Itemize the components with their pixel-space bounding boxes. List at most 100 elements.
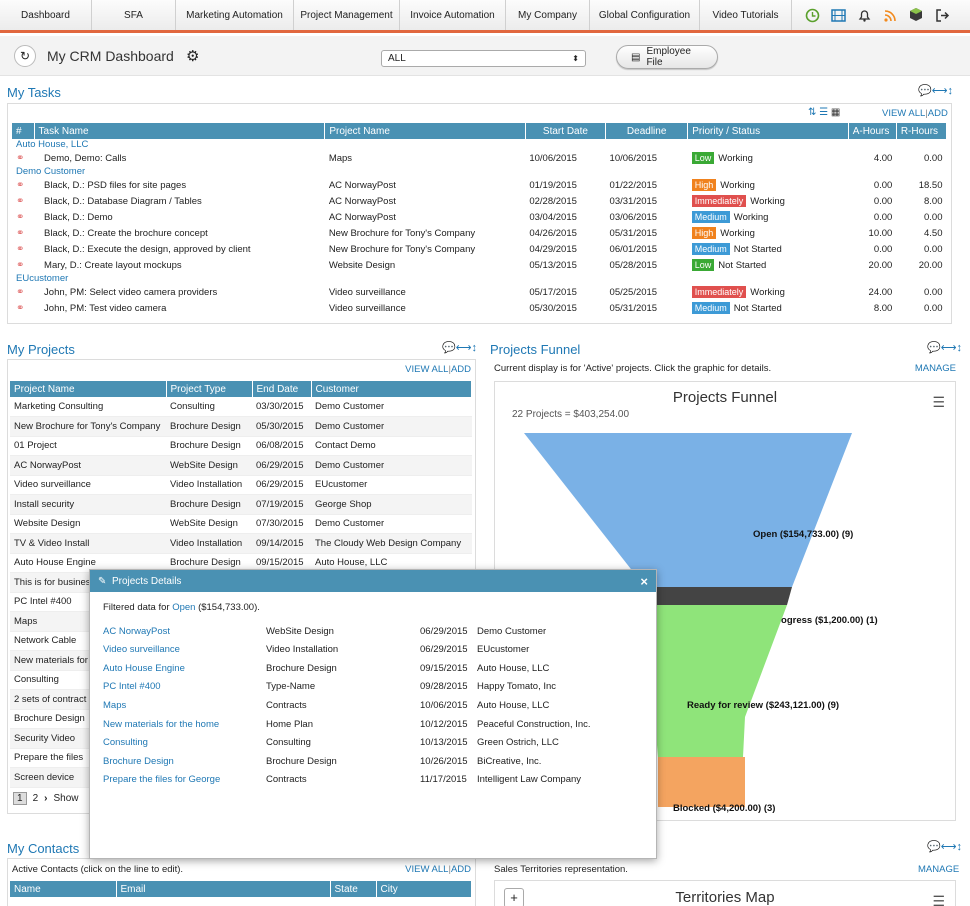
tasks-column-header[interactable]: A-Hours — [848, 123, 897, 139]
cube-logo-icon[interactable] — [908, 7, 924, 23]
bell-icon[interactable] — [856, 7, 872, 23]
funnel-segment-ready-for-review[interactable] — [647, 605, 787, 757]
task-name[interactable]: Black, D.: Create the brochure concept — [44, 227, 208, 239]
task-name[interactable]: Mary, D.: Create layout mockups — [44, 259, 182, 271]
task-row[interactable]: ⚭ John, PM: Test video camera Video survei… — [12, 300, 947, 316]
territories-widget-controls[interactable]: 💬⟷↕ — [927, 840, 962, 853]
tasks-column-header[interactable]: Start Date — [525, 123, 607, 139]
projects-column-header[interactable]: End Date — [252, 381, 312, 397]
projects-add-link[interactable]: ADD — [450, 364, 471, 375]
detail-project-name[interactable]: AC NorwayPost — [103, 625, 171, 637]
detail-project-name[interactable]: Brochure Design — [103, 755, 174, 767]
tasks-view-all-link[interactable]: VIEW ALL — [882, 108, 926, 119]
funnel-chart-frame[interactable]: Projects Funnel 22 Projects = $403,254.0… — [494, 381, 956, 821]
project-row[interactable]: Install security Brochure Design 07/19/201… — [10, 494, 472, 515]
film-icon[interactable] — [830, 7, 846, 23]
funnel-manage-link[interactable]: MANAGE — [914, 363, 956, 374]
projects-widget-controls[interactable]: 💬⟷↕ — [442, 341, 477, 354]
project-row[interactable]: New Brochure for Tony's Company Brochure … — [10, 416, 472, 437]
task-name[interactable]: Demo, Demo: Calls — [44, 152, 127, 164]
task-sort-tools[interactable]: ⇅ ☰ ▦ — [808, 107, 840, 118]
projects-view-all-link[interactable]: VIEW ALL — [405, 364, 449, 375]
detail-project-name[interactable]: Prepare the files for George — [103, 774, 221, 786]
link-icon[interactable]: ⚭ — [16, 243, 25, 255]
chart-menu-icon[interactable]: ☰ — [932, 394, 945, 410]
link-icon[interactable]: ⚭ — [16, 179, 25, 191]
task-name[interactable]: John, PM: Select video camera providers — [44, 286, 218, 298]
pager-page-2[interactable]: 2 — [32, 793, 39, 804]
tasks-column-header[interactable]: Task Name — [34, 123, 326, 139]
tasks-column-header[interactable]: # — [12, 123, 35, 139]
gear-icon[interactable]: ⚙ — [186, 48, 200, 65]
task-group-name[interactable]: Auto House, LLC — [16, 139, 89, 150]
funnel-segment-open[interactable] — [524, 433, 852, 587]
contacts-add-link[interactable]: ADD — [450, 864, 471, 875]
tasks-widget-controls[interactable]: 💬⟷↕ — [918, 84, 953, 97]
task-name[interactable]: Black, D.: Execute the design, approved … — [44, 243, 251, 255]
task-row[interactable]: ⚭ Mary, D.: Create layout mockups Website … — [12, 257, 947, 273]
pager-next-icon[interactable]: › — [44, 793, 48, 804]
funnel-segment-blocked[interactable] — [658, 757, 745, 807]
task-name[interactable]: Black, D.: Demo — [44, 211, 113, 223]
task-row[interactable]: ⚭ Demo, Demo: Calls Maps 10/06/2015 10/06/20… — [12, 150, 947, 166]
clock-icon[interactable] — [804, 7, 820, 23]
logout-icon[interactable] — [934, 7, 950, 23]
tasks-column-header[interactable]: R-Hours — [896, 123, 948, 139]
project-row[interactable]: Video surveillance Video Installation 06/2… — [10, 475, 472, 495]
contacts-column-header[interactable]: State — [330, 881, 377, 897]
task-row[interactable]: ⚭ Black, D.: PSD files for site pages AC N… — [12, 177, 947, 193]
map-zoom-in-button[interactable]: + — [504, 888, 524, 906]
nav-tab-sfa[interactable]: SFA — [92, 0, 176, 30]
nav-tab-dashboard[interactable]: Dashboard — [0, 0, 92, 30]
task-name[interactable]: Black, D.: Database Diagram / Tables — [44, 195, 202, 207]
refresh-button[interactable]: ↻ — [14, 45, 36, 67]
task-name[interactable]: John, PM: Test video camera — [44, 302, 167, 314]
tasks-column-header[interactable]: Deadline — [605, 123, 689, 139]
filter-select[interactable]: ALL ⬍ — [381, 50, 586, 67]
nav-tab-global-configuration[interactable]: Global Configuration — [590, 0, 700, 30]
projects-column-header[interactable]: Project Name — [10, 381, 167, 397]
link-icon[interactable]: ⚭ — [16, 152, 25, 164]
task-row[interactable]: ⚭ Black, D.: Create the brochure concept N… — [12, 225, 947, 241]
project-row[interactable]: Marketing Consulting Consulting 03/30/2015… — [10, 397, 472, 417]
employee-file-button[interactable]: ▤ Employee File — [616, 45, 718, 69]
nav-tab-invoice-automation[interactable]: Invoice Automation — [400, 0, 506, 30]
nav-tab-marketing-automation[interactable]: Marketing Automation — [176, 0, 294, 30]
funnel-widget-controls[interactable]: 💬⟷↕ — [927, 341, 962, 354]
contacts-column-header[interactable]: Name — [10, 881, 117, 897]
project-row[interactable]: AC NorwayPost WebSite Design 06/29/2015 Dem… — [10, 455, 472, 476]
detail-project-name[interactable]: Maps — [103, 699, 127, 711]
tasks-column-header[interactable]: Priority / Status — [687, 123, 849, 139]
task-row[interactable]: ⚭ John, PM: Select video camera providers… — [12, 284, 947, 300]
projects-column-header[interactable]: Customer — [311, 381, 472, 397]
link-icon[interactable]: ⚭ — [16, 259, 25, 271]
task-row[interactable]: ⚭ Black, D.: Database Diagram / Tables AC … — [12, 193, 947, 209]
link-icon[interactable]: ⚭ — [16, 211, 25, 223]
project-row[interactable]: 01 Project Brochure Design 06/08/2015 Conta… — [10, 436, 472, 456]
contacts-column-header[interactable]: Email — [116, 881, 331, 897]
task-row[interactable]: ⚭ Black, D.: Demo AC NorwayPost 03/04/2015 0… — [12, 209, 947, 225]
link-icon[interactable]: ⚭ — [16, 195, 25, 207]
projects-column-header[interactable]: Project Type — [166, 381, 253, 397]
contacts-view-all-link[interactable]: VIEW ALL — [405, 864, 449, 875]
pager-current-page[interactable]: 1 — [13, 792, 27, 805]
detail-project-name[interactable]: New materials for the home — [103, 718, 220, 730]
link-icon[interactable]: ⚭ — [16, 227, 25, 239]
link-icon[interactable]: ⚭ — [16, 302, 25, 314]
tasks-column-header[interactable]: Project Name — [324, 123, 526, 139]
funnel-segment-working-in-progress[interactable] — [645, 587, 792, 605]
nav-tab-my-company[interactable]: My Company — [506, 0, 590, 30]
detail-project-name[interactable]: Auto House Engine — [103, 662, 185, 674]
task-group-name[interactable]: Demo Customer — [16, 166, 86, 177]
territories-manage-link[interactable]: MANAGE — [918, 864, 960, 875]
project-row[interactable]: Auto House Engine Brochure Design 09/15/20… — [10, 553, 472, 573]
contacts-column-header[interactable]: City — [376, 881, 472, 897]
close-icon[interactable]: × — [640, 573, 648, 589]
task-group-name[interactable]: EUcustomer — [16, 273, 69, 284]
nav-tab-project-management[interactable]: Project Management — [294, 0, 400, 30]
funnel-chart[interactable]: Open ($154,733.00) (9) Working in progres… — [495, 382, 957, 822]
rss-icon[interactable] — [882, 7, 898, 23]
nav-tab-video-tutorials[interactable]: Video Tutorials — [700, 0, 792, 30]
chart-menu-icon[interactable]: ☰ — [932, 893, 945, 906]
tasks-add-link[interactable]: ADD — [927, 108, 948, 119]
